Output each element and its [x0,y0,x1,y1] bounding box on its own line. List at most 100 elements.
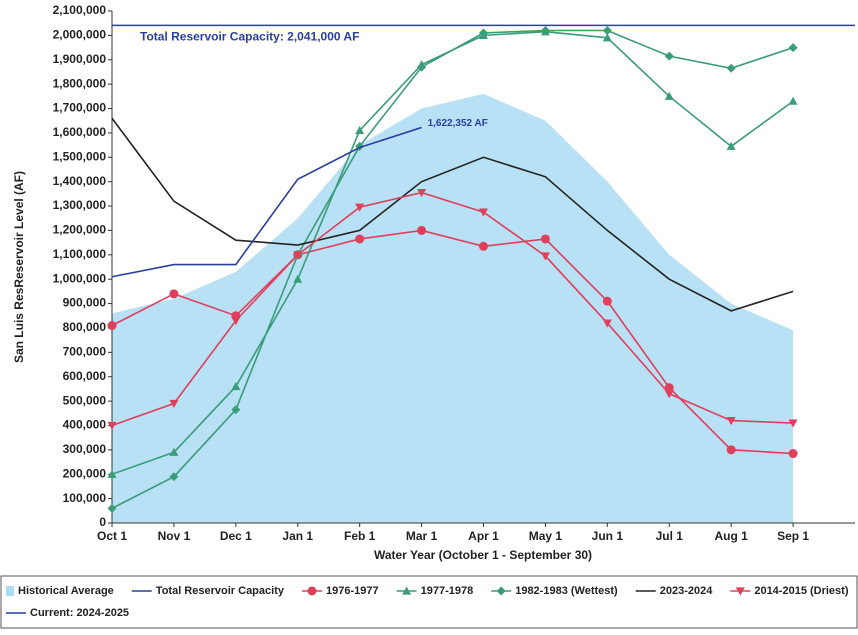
legend-item: 2023-2024 [635,585,713,597]
y-tick-label: 1,600,000 [53,125,107,139]
point [169,399,179,409]
y-tick-label: 800,000 [63,320,107,334]
y-tick-label: 1,700,000 [53,101,107,115]
area [112,93,794,524]
legend-item: Total Reservoir Capacity [131,585,285,597]
y-tick-label: 100,000 [63,491,107,505]
point [293,274,303,283]
point [664,51,674,61]
y-tick-label: 2,100,000 [53,3,107,17]
legend-item: 2014-2015 (Driest) [730,585,849,597]
y-tick-label: 1,300,000 [53,198,107,212]
y-tick-label: 1,800,000 [53,76,107,90]
legend-item: 1982-1983 (Wettest) [491,585,618,597]
point [664,390,674,399]
y-tick-label: 1,900,000 [53,52,107,66]
point [726,445,736,455]
point [293,251,303,260]
y-axis-label: San Luis ResReservoir Level (AF) [12,171,26,363]
point [664,383,674,393]
point [788,96,798,105]
y-tick-label: 2,000,000 [53,28,107,42]
point [788,449,798,459]
series-line [111,29,794,510]
y-tick-label: 400,000 [63,418,107,432]
legend-label: 2023-2024 [660,585,713,597]
point [496,586,506,596]
point [479,28,488,38]
point [417,62,427,72]
legend-item: 1976-1977 [301,585,379,597]
series-line [111,117,794,312]
y-tick-label: 300,000 [63,442,107,456]
y-tick-label: 1,000,000 [53,271,107,285]
x-tick-label: Jul 1 [656,529,684,543]
x-tick-label: Aug 1 [714,529,748,543]
capacity-label: Total Reservoir Capacity: 2,041,000 AF [140,30,359,44]
point [726,141,736,150]
point [735,587,745,596]
x-tick-label: Feb 1 [344,529,376,543]
point [107,469,117,478]
x-tick-label: Dec 1 [220,529,252,543]
y-tick-label: 500,000 [63,393,107,407]
point [169,447,179,456]
point [107,503,117,513]
point [726,63,736,73]
point [540,26,550,36]
legend-item: Historical Average [6,585,114,597]
point [602,319,612,328]
point [726,417,736,426]
x-tick-label: Jan 1 [282,529,313,543]
x-tick-label: Nov 1 [158,529,191,543]
point [231,317,241,326]
series-line [111,126,422,278]
legend-label: Historical Average [18,585,114,597]
legend-label: 1982-1983 (Wettest) [515,585,618,597]
point [417,189,427,198]
y-tick-label: 600,000 [63,369,107,383]
point [355,125,365,135]
x-tick-label: Apr 1 [468,529,499,543]
y-tick-label: 900,000 [63,296,107,310]
x-tick-label: May 1 [529,529,563,543]
point [664,91,674,100]
point [355,203,365,212]
x-axis-label: Water Year (October 1 - September 30) [374,548,592,562]
point [402,586,412,595]
y-tick-label: 1,200,000 [53,223,107,237]
point [479,241,488,251]
y-tick-label: 200,000 [63,466,107,480]
point [788,419,798,428]
point [602,296,612,306]
point [788,43,798,53]
point [602,26,612,36]
legend-box [0,575,858,629]
point [479,208,488,217]
y-tick-label: 1,100,000 [53,247,107,261]
point [307,586,317,596]
x-tick-label: Oct 1 [97,529,127,543]
x-tick-label: Jun 1 [592,529,624,543]
y-tick-label: 1,400,000 [53,174,107,188]
y-tick-label: 0 [99,515,106,529]
legend-label: 1977-1978 [421,585,474,597]
point [169,472,179,482]
series-line [111,191,794,427]
legend-item: 1977-1978 [396,585,474,597]
point [107,421,117,430]
legend-label: Current: 2024-2025 [30,607,129,619]
point [231,381,241,391]
point [169,289,179,299]
x-tick-label: Sep 1 [777,529,809,543]
legend-item: Current: 2024-2025 [6,607,129,619]
y-tick-label: 700,000 [63,345,107,359]
legend-label: Total Reservoir Capacity [156,585,285,597]
point [602,33,612,42]
point [107,321,117,331]
point [540,234,550,244]
point [540,252,550,261]
legend-swatch [6,586,14,596]
point [231,405,241,415]
